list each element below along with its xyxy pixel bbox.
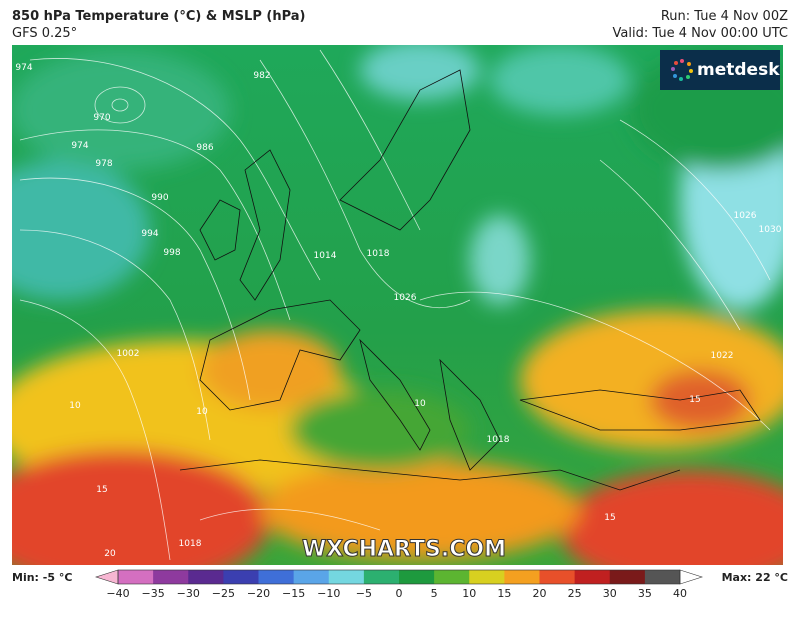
isobar-label: 1022 [711,351,734,361]
isobar-label: 974 [15,63,32,73]
colorbar-tick-label: 0 [396,587,403,600]
colorbar-tick-label: 20 [533,587,547,600]
map-title: 850 hPa Temperature (°C) & MSLP (hPa) [12,9,305,24]
colorbar-tick-label: 10 [462,587,476,600]
isobar-label: 974 [71,141,88,151]
isobar-label: 15 [604,513,615,523]
colorbar-segment [223,570,259,584]
colorbar-segment [539,570,576,584]
isobar-label: 10 [414,399,426,409]
isobar-label: 1026 [394,293,417,303]
run-label: Run: Tue 4 Nov 00Z [661,9,788,24]
isobar-label: 982 [253,71,270,81]
isobar-label: 1030 [759,225,782,235]
colorbar-segment [328,570,365,584]
colorbar-tick-label: 40 [673,587,687,600]
logo-icon [671,59,693,81]
valid-label: Valid: Tue 4 Nov 00:00 UTC [613,26,788,41]
colorbar-segment [363,570,400,584]
isobar-label: 978 [95,159,112,169]
isobar-label: 970 [93,113,110,123]
colorbar: −40 −35 −30 −25 −20 −15 −10 −5 0 5 10 15 20 25 30 35 40 [95,569,703,600]
colorbar-tick-label: −25 [212,587,235,600]
colorbar-tick-label: −15 [282,587,305,600]
colorbar-tick-label: 35 [638,587,652,600]
colorbar-tick-label: 5 [431,587,438,600]
colorbar-tick-label: 25 [568,587,582,600]
colorbar-segment [504,570,540,584]
isobar-label: 1018 [179,539,202,549]
watermark: WXCHARTS.COM [302,537,506,562]
map-labels: 974 982 970 974 978 986 990 994 998 1002 1014 1018 1… [15,63,781,559]
colorbar-segment [574,570,611,584]
isobar-label: 1018 [367,249,390,259]
colorbar-segment [644,570,681,584]
legend-min: Min: -5 °C [12,571,72,584]
colorbar-tick-label: −5 [356,587,372,600]
isobar-label: 986 [196,143,213,153]
temperature-field [12,45,783,565]
logo-text: metdesk [697,60,780,80]
colorbar-segment [118,570,154,584]
colorbar-segment [188,570,224,584]
colorbar-frame [117,569,681,585]
coastlines [179,69,761,491]
colorbar-tick-label: 15 [497,587,511,600]
model-label: GFS 0.25° [12,26,77,41]
colorbar-segment [153,570,189,584]
isobar-label: 1026 [734,211,757,221]
isobar-label: 15 [689,395,700,405]
colorbar-segment [469,570,505,584]
colorbar-segment [258,570,295,584]
isobar-label: 1014 [314,251,337,261]
isobars [19,49,771,561]
colorbar-tick-label: −35 [142,587,165,600]
isobar-label: 1002 [117,349,140,359]
isobar-label: 10 [196,407,208,417]
colorbar-segment [399,570,435,584]
logo: metdesk [660,50,780,90]
colorbar-tick-label: 30 [603,587,617,600]
isobar-label: 15 [96,485,107,495]
colorbar-tick-label: −20 [247,587,270,600]
colorbar-tick-label: −40 [106,587,129,600]
colorbar-tick-label: −30 [177,587,200,600]
legend-max: Max: 22 °C [722,571,788,584]
colorbar-tick-label: −10 [317,587,340,600]
colorbar-segment [434,570,470,584]
isobar-label: 20 [104,549,116,559]
isobar-label: 998 [163,248,180,258]
colorbar-segment [609,570,646,584]
map-area [12,45,783,565]
isobar-label: 990 [151,193,168,203]
isobar-label: 1018 [487,435,510,445]
isobar-label: 10 [69,401,81,411]
isobar-label: 994 [141,229,158,239]
colorbar-segment [293,570,330,584]
